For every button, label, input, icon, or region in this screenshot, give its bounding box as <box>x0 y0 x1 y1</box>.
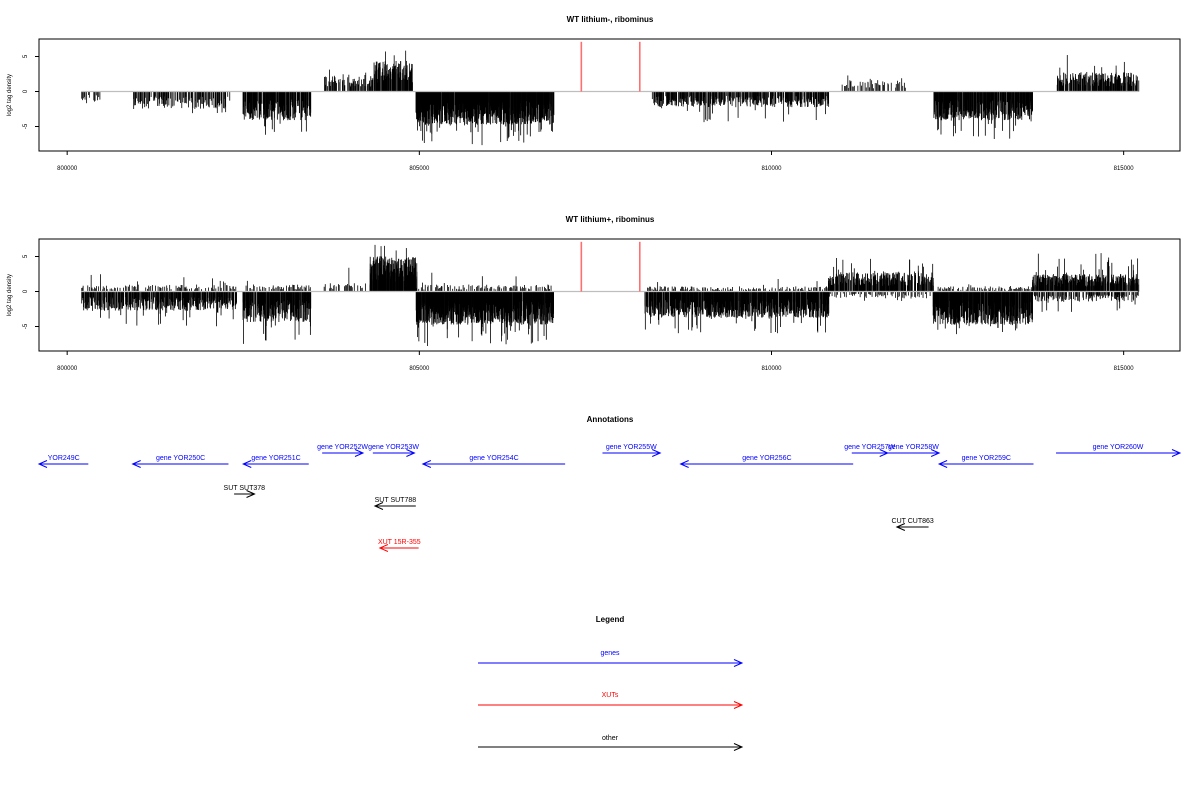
y-tick-label: 5 <box>23 54 29 58</box>
coverage-bars <box>81 50 1140 146</box>
panel-title: WT lithium+, ribominus <box>566 215 655 224</box>
y-tick-label: -5 <box>23 123 29 129</box>
region-markers <box>580 41 641 92</box>
plot-frame <box>38 38 1181 152</box>
track-panel-lithium-plus: WT lithium+, ribominus log2 tag density … <box>7 215 1181 372</box>
panel-title: WT lithium-, ribominus <box>567 15 654 24</box>
plot-frame <box>38 238 1181 352</box>
x-tick-label: 810000 <box>761 166 782 172</box>
y-axis-label: log2 tag density <box>7 274 13 316</box>
x-axis: 800000 805000 810000 815000 <box>57 151 1134 172</box>
x-tick-label: 815000 <box>1114 166 1135 172</box>
track-panel-lithium-minus: WT lithium-, ribominus log2 tag density … <box>7 15 1181 172</box>
y-axis: 5 0 -5 <box>23 54 39 129</box>
y-axis-label: log2 tag density <box>7 74 13 116</box>
coverage-bars <box>81 244 1140 346</box>
y-tick-label: 0 <box>23 89 29 93</box>
x-tick-label: 805000 <box>409 166 430 172</box>
x-tick-label: 800000 <box>57 166 78 172</box>
